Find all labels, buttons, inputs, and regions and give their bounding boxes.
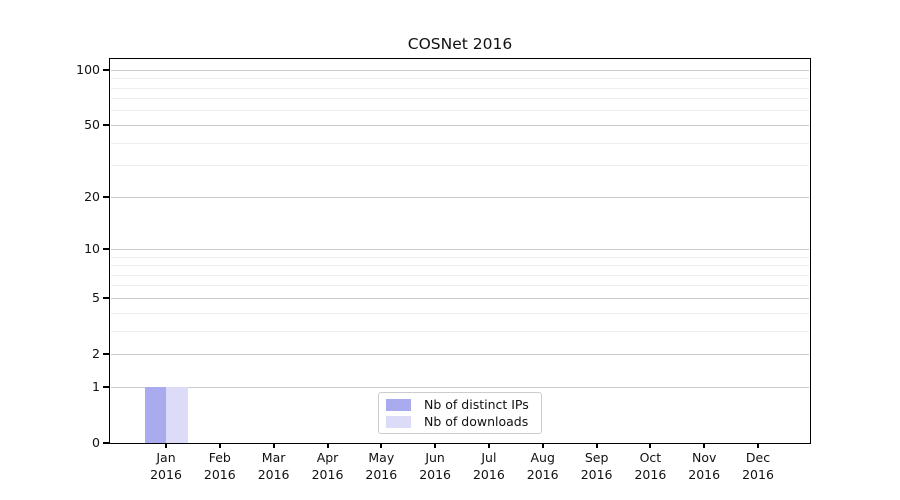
y-axis-tick — [103, 353, 110, 356]
gridline-minor — [111, 312, 809, 314]
y-axis-tick — [103, 386, 110, 388]
y-tick-label: 50 — [84, 117, 100, 133]
x-axis-tick — [165, 444, 167, 448]
x-axis-tick — [487, 444, 490, 448]
legend-label-distinct-ips: Nb of distinct IPs — [424, 397, 529, 412]
x-tick-label: Oct 2016 — [634, 450, 667, 482]
y-axis-tick — [103, 124, 110, 127]
y-axis-tick — [103, 196, 110, 199]
x-axis-tick — [380, 444, 383, 448]
x-axis-tick — [218, 444, 221, 448]
x-axis-tick — [326, 444, 329, 448]
gridline-minor — [111, 256, 809, 258]
x-axis-tick — [703, 444, 706, 448]
gridline-major — [111, 196, 809, 198]
gridline-minor — [111, 330, 809, 332]
y-axis-tick — [103, 69, 110, 72]
x-tick-label: Sep 2016 — [580, 450, 613, 482]
y-tick-label: 1 — [92, 379, 100, 394]
gridline-minor — [111, 98, 809, 100]
gridline-minor — [111, 265, 809, 266]
gridline-major — [111, 124, 809, 126]
x-tick-label: Feb 2016 — [203, 450, 236, 482]
gridline-minor — [111, 285, 809, 287]
x-axis-tick — [434, 444, 437, 448]
gridline-minor — [111, 165, 809, 167]
y-tick-label: 0 — [92, 435, 100, 450]
x-tick-label: May 2016 — [365, 450, 398, 482]
y-tick-label: 5 — [92, 290, 100, 306]
chart-title: COSNet 2016 — [407, 35, 513, 53]
y-axis-tick — [103, 442, 110, 444]
x-tick-label: Apr 2016 — [311, 450, 344, 482]
x-axis-tick — [272, 444, 275, 448]
legend-entry-downloads: Nb of downloads — [386, 414, 533, 429]
legend-entry-distinct-ips: Nb of distinct IPs — [386, 397, 533, 412]
x-axis-tick — [541, 444, 544, 448]
y-axis-tick — [103, 248, 110, 251]
gridline-minor — [111, 78, 809, 80]
gridline-major — [111, 386, 809, 388]
gridline-major — [111, 353, 809, 355]
legend-label-downloads: Nb of downloads — [424, 414, 529, 429]
legend-swatch-distinct-ips-icon — [386, 398, 411, 411]
y-tick-label: 2 — [92, 346, 100, 362]
x-axis-tick — [595, 444, 598, 448]
y-tick-label: 100 — [76, 62, 100, 78]
x-tick-label: Aug 2016 — [526, 450, 559, 482]
y-tick-label: 10 — [84, 241, 100, 257]
gridline-minor — [111, 142, 809, 144]
y-tick-label: 20 — [84, 189, 100, 205]
x-tick-label: Jan 2016 — [150, 450, 182, 482]
bar-distinct-ips — [144, 387, 166, 443]
gridline-minor — [111, 274, 809, 276]
x-axis-tick — [757, 444, 759, 448]
x-tick-label: Dec 2016 — [742, 450, 774, 482]
legend: Nb of distinct IPs Nb of downloads — [378, 392, 542, 434]
gridline-major — [111, 69, 809, 71]
gridline-major — [111, 248, 809, 250]
x-tick-label: Mar 2016 — [257, 450, 290, 482]
gridline-minor — [111, 87, 809, 89]
x-tick-label: Nov 2016 — [688, 450, 721, 482]
x-tick-label: Jul 2016 — [472, 450, 505, 482]
gridline-major — [111, 297, 809, 299]
x-tick-label: Jun 2016 — [419, 450, 451, 482]
legend-swatch-downloads-icon — [386, 415, 411, 428]
x-axis-tick — [649, 444, 652, 448]
bar-downloads — [166, 387, 188, 443]
y-axis-tick — [103, 297, 110, 300]
gridline-minor — [111, 110, 809, 112]
